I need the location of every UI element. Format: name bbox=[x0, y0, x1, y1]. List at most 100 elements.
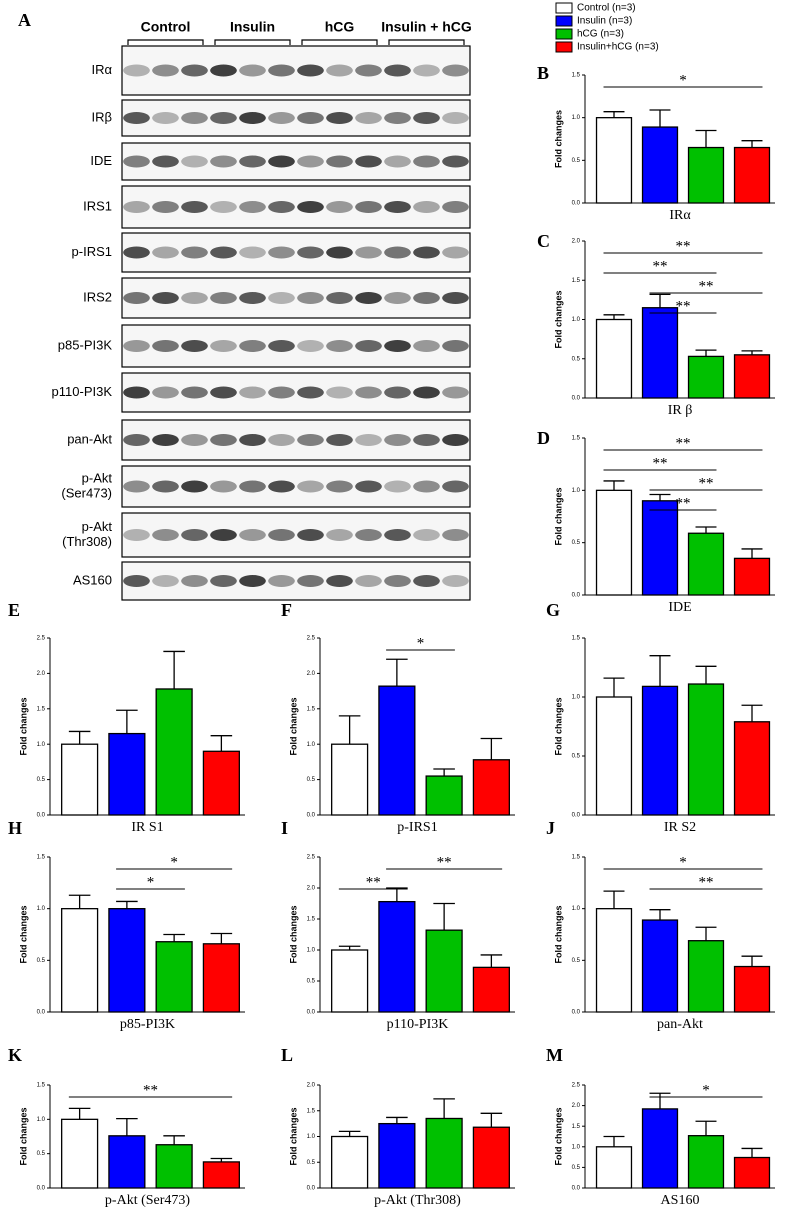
bar bbox=[595, 318, 633, 399]
bar bbox=[595, 696, 633, 816]
blot-band bbox=[181, 155, 208, 168]
blot-band bbox=[326, 246, 353, 259]
blot-band bbox=[123, 201, 150, 213]
blot-band bbox=[152, 386, 179, 399]
bar bbox=[687, 683, 725, 816]
blot-band bbox=[384, 529, 411, 541]
blot-band bbox=[239, 292, 266, 304]
blot-band bbox=[152, 155, 179, 168]
blot-band bbox=[268, 434, 295, 446]
y-tick-label: 0.0 bbox=[307, 813, 316, 819]
blot-band bbox=[181, 201, 208, 213]
blot-band bbox=[268, 201, 295, 213]
bar bbox=[733, 557, 771, 596]
blot-band bbox=[181, 64, 208, 77]
y-tick-label: 0.5 bbox=[37, 1151, 46, 1157]
panel-letter: D bbox=[537, 428, 550, 448]
blot-frame bbox=[121, 324, 471, 368]
blot-band bbox=[384, 386, 411, 399]
x-axis-label: p-Akt (Thr308) bbox=[374, 1193, 461, 1208]
significance-label: ** bbox=[676, 435, 691, 451]
blot-band bbox=[268, 386, 295, 399]
bar bbox=[687, 940, 725, 1013]
blot-band bbox=[123, 575, 150, 587]
blot-frame bbox=[121, 561, 471, 601]
group-bracket bbox=[301, 39, 378, 45]
blot-band bbox=[326, 529, 353, 541]
y-tick-label: 1.5 bbox=[572, 855, 581, 861]
x-axis-label: AS160 bbox=[661, 1193, 700, 1208]
significance-label: * bbox=[417, 635, 425, 651]
y-axis-label: Fold changes bbox=[288, 697, 298, 755]
bar bbox=[472, 966, 510, 1013]
bar bbox=[425, 775, 463, 816]
legend-swatch bbox=[555, 41, 573, 53]
significance-label: ** bbox=[676, 495, 691, 511]
blot-band bbox=[413, 155, 440, 168]
x-axis-label: IR β bbox=[668, 403, 693, 418]
blot-label: p-IRS1 bbox=[72, 244, 112, 259]
blot-label: (Ser473) bbox=[61, 485, 112, 500]
blot-label: p85-PI3K bbox=[58, 337, 113, 352]
group-label: Insulin + hCG bbox=[381, 19, 472, 35]
blot-band bbox=[326, 64, 353, 77]
bar bbox=[155, 688, 193, 816]
blot-band bbox=[268, 246, 295, 259]
bar bbox=[641, 126, 679, 204]
blot-band bbox=[442, 201, 469, 213]
bar bbox=[472, 759, 510, 816]
y-tick-label: 1.0 bbox=[37, 742, 46, 748]
y-tick-label: 1.5 bbox=[37, 706, 46, 712]
significance-label: ** bbox=[653, 258, 668, 274]
blot-band bbox=[355, 201, 382, 213]
blot-band bbox=[355, 529, 382, 541]
y-tick-label: 0.0 bbox=[572, 1186, 581, 1192]
y-tick-label: 0.0 bbox=[37, 1186, 46, 1192]
blot-band bbox=[297, 386, 324, 399]
y-tick-label: 0.0 bbox=[37, 813, 46, 819]
blot-band bbox=[181, 340, 208, 352]
blot-band bbox=[384, 434, 411, 446]
bar bbox=[687, 1135, 725, 1189]
significance-label: * bbox=[170, 854, 178, 870]
x-axis-label: IR S1 bbox=[131, 820, 163, 835]
blot-band bbox=[210, 201, 237, 213]
x-axis-label: IR S2 bbox=[664, 820, 696, 835]
blot-band bbox=[384, 246, 411, 259]
y-axis-label: Fold changes bbox=[553, 905, 563, 963]
y-tick-label: 1.0 bbox=[572, 488, 581, 494]
y-tick-label: 1.5 bbox=[572, 73, 581, 79]
bar bbox=[595, 117, 633, 204]
blot-band bbox=[123, 434, 150, 446]
y-tick-label: 1.5 bbox=[572, 278, 581, 284]
y-tick-label: 0.0 bbox=[572, 813, 581, 819]
blot-band bbox=[355, 155, 382, 168]
blot-band bbox=[384, 155, 411, 168]
y-tick-label: 1.5 bbox=[37, 1083, 46, 1089]
significance-label: ** bbox=[653, 455, 668, 471]
y-tick-label: 0.0 bbox=[307, 1010, 316, 1016]
bar bbox=[472, 1126, 510, 1189]
blot-label: AS160 bbox=[73, 572, 112, 587]
blot-band bbox=[413, 434, 440, 446]
y-tick-label: 0.5 bbox=[572, 540, 581, 546]
blot-band bbox=[297, 292, 324, 304]
blot-band bbox=[268, 340, 295, 352]
significance-label: * bbox=[679, 854, 687, 870]
bar bbox=[641, 307, 679, 399]
bar bbox=[202, 750, 240, 816]
y-tick-label: 0.5 bbox=[572, 356, 581, 362]
y-tick-label: 2.0 bbox=[307, 1083, 316, 1089]
blot-band bbox=[268, 112, 295, 124]
blot-band bbox=[268, 64, 295, 77]
y-axis-label: Fold changes bbox=[288, 1107, 298, 1165]
blot-band bbox=[123, 480, 150, 493]
blot-band bbox=[210, 529, 237, 541]
blot-band bbox=[181, 529, 208, 541]
y-tick-label: 1.0 bbox=[572, 695, 581, 701]
legend-swatch bbox=[555, 2, 573, 14]
bar bbox=[202, 1161, 240, 1189]
blot-band bbox=[297, 246, 324, 259]
y-tick-label: 1.0 bbox=[307, 948, 316, 954]
